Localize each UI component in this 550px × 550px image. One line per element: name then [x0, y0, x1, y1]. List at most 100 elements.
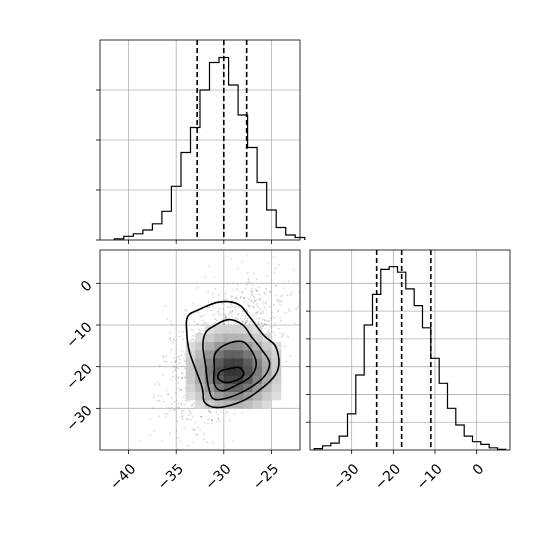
scatter-point	[180, 410, 183, 413]
panel-scatter-border	[99, 249, 301, 451]
density-cell	[233, 400, 244, 409]
scatter-point	[259, 316, 261, 319]
scatter-point	[169, 339, 172, 342]
scatter-point	[264, 308, 267, 311]
scatter-point	[222, 313, 225, 316]
scatter-point	[172, 370, 175, 373]
density-cell	[242, 325, 253, 334]
scatter-point	[251, 284, 254, 286]
density-cell	[233, 391, 244, 401]
scatter-point	[266, 275, 269, 278]
density-cell	[261, 375, 272, 384]
density-cell	[214, 391, 225, 401]
density-cell	[233, 333, 244, 342]
scatter-point	[205, 451, 207, 453]
scatter-point	[273, 325, 276, 328]
right-quantile-lines	[375, 250, 432, 450]
scatter-point	[175, 368, 177, 371]
scatter-point	[255, 289, 258, 292]
panel-right-grid	[310, 250, 510, 450]
scatter-point	[306, 309, 308, 311]
scatter-point	[281, 335, 283, 338]
scatter-point	[170, 348, 173, 351]
scatter-point	[177, 376, 180, 379]
scatter-point	[224, 314, 227, 316]
scatter-point	[177, 377, 180, 380]
scatter-point	[268, 305, 271, 308]
scatter-point	[230, 258, 233, 260]
scatter-point	[207, 418, 210, 421]
scatter-point	[176, 387, 179, 390]
density-cell	[252, 333, 263, 342]
scatter-point	[281, 294, 284, 297]
scatter-point	[169, 320, 172, 323]
scatter-point	[200, 415, 203, 418]
scatter-point	[249, 322, 251, 325]
scatter-point	[208, 410, 211, 413]
scatter-point	[279, 316, 282, 319]
scatter-point	[196, 287, 199, 289]
density-cell	[242, 400, 253, 409]
scatter-point	[272, 256, 275, 259]
density-cell	[214, 358, 225, 367]
scatter-point	[283, 287, 286, 289]
scatter-point	[231, 305, 234, 308]
scatter-point	[202, 324, 204, 326]
scatter-point	[208, 409, 210, 412]
scatter-point	[277, 299, 280, 302]
scatter-point	[201, 315, 203, 318]
y-tick-label: 0	[78, 278, 96, 296]
scatter-point	[256, 323, 259, 325]
scatter-point	[166, 413, 169, 416]
scatter-point	[196, 322, 198, 325]
scatter-point	[268, 319, 271, 322]
panel-scatter-ticks	[96, 282, 272, 454]
scatter-point	[248, 321, 251, 323]
scatter-point	[231, 310, 234, 313]
density-cell	[252, 366, 263, 376]
scatter-point	[284, 312, 287, 315]
density-cell	[204, 333, 215, 342]
scatter-point	[248, 298, 251, 300]
scatter-point	[237, 267, 240, 270]
scatter-point	[258, 286, 261, 289]
contour-level-3	[212, 340, 258, 392]
scatter-point	[190, 413, 192, 415]
scatter-point	[174, 369, 176, 372]
scatter-point	[254, 288, 257, 291]
scatter-point	[260, 297, 262, 300]
scatter-point	[179, 440, 182, 443]
scatter-point	[210, 418, 213, 421]
scatter-point	[264, 302, 267, 305]
scatter-point	[194, 428, 196, 431]
scatter-point	[178, 406, 181, 408]
scatter-point	[269, 290, 272, 293]
density-cell	[195, 333, 206, 342]
scatter-point	[225, 292, 228, 295]
scatter-point	[281, 334, 284, 337]
scatter-point	[176, 381, 179, 384]
scatter-point	[182, 396, 185, 398]
scatter-point	[225, 282, 228, 285]
scatter-point	[203, 432, 205, 435]
scatter-point	[248, 304, 251, 307]
scatter-point	[172, 365, 175, 368]
scatter-point	[231, 295, 233, 298]
density-cell	[214, 350, 225, 359]
density-cell	[271, 350, 282, 359]
scatter-point	[205, 308, 208, 311]
scatter-point	[222, 308, 225, 311]
scatter-point	[178, 358, 181, 361]
scatter-point	[289, 294, 292, 296]
scatter-point	[255, 312, 257, 315]
panel-right-tick-labels: −30 −20 −10 0	[330, 461, 487, 493]
density-cell	[195, 391, 206, 401]
scatter-point	[233, 412, 236, 415]
scatter-point	[162, 356, 165, 359]
scatter-point	[185, 309, 188, 312]
scatter-point	[237, 313, 240, 315]
scatter-point	[199, 330, 202, 332]
scatter-point	[257, 311, 259, 313]
scatter-point	[252, 306, 255, 308]
